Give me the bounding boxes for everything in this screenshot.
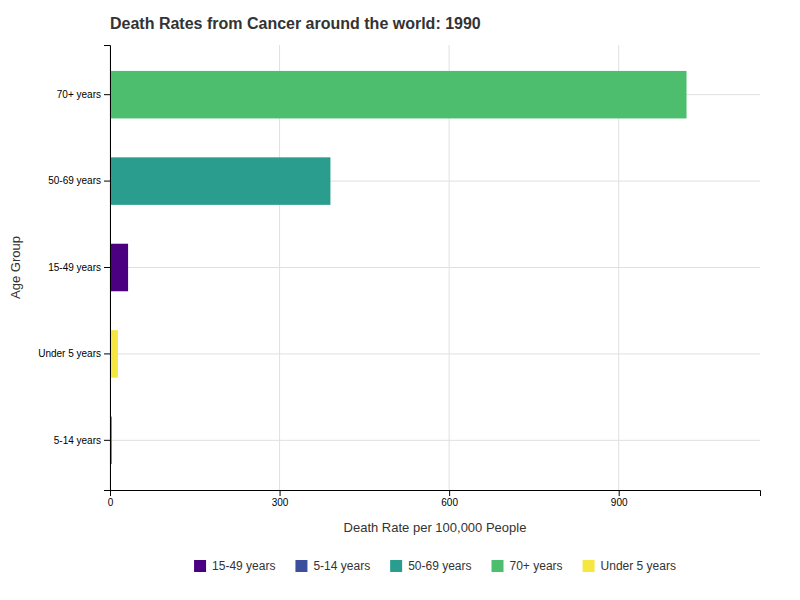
y-tick: 15-49 years — [48, 262, 110, 273]
y-axis-title: Age Group — [8, 236, 23, 299]
x-tick-mark — [449, 490, 450, 496]
y-tick-mark — [104, 181, 110, 182]
chart-container: 03006009005-14 yearsUnder 5 years15-49 y… — [0, 0, 800, 600]
x-tick: 0 — [108, 490, 114, 508]
grid-line-y — [110, 353, 760, 354]
y-tick-label: 5-14 years — [54, 435, 101, 446]
plot-area: 0 300 600 900 5-14 years Under 5 years 15-49 y… — [38, 45, 760, 508]
x-tick-label: 0 — [108, 497, 114, 508]
y-tick-label: 15-49 years — [48, 262, 101, 273]
legend-label: 5-14 years — [313, 559, 370, 573]
y-tick: Under 5 years — [38, 348, 110, 359]
grid-line-y — [110, 267, 760, 268]
legend-swatch — [492, 560, 504, 572]
grid — [110, 45, 760, 490]
x-tick: 300 — [272, 490, 289, 508]
y-axis-line — [104, 46, 111, 491]
bars — [110, 71, 687, 464]
x-axis: 0 300 600 900 — [108, 490, 761, 508]
y-tick-label: 50-69 years — [48, 175, 101, 186]
legend-label: 50-69 years — [408, 559, 471, 573]
x-tick-label: 600 — [441, 497, 458, 508]
legend-swatch — [583, 560, 595, 572]
legend-label: Under 5 years — [601, 559, 676, 573]
legend: 15-49 years 5-14 years 50-69 years 70+ year… — [194, 559, 676, 573]
x-tick: 900 — [611, 490, 628, 508]
bar — [110, 71, 687, 119]
legend-label: 15-49 years — [212, 559, 275, 573]
legend-item: 5-14 years — [295, 559, 370, 573]
y-tick-label: 70+ years — [57, 89, 101, 100]
chart-svg: 03006009005-14 yearsUnder 5 years15-49 y… — [0, 0, 800, 600]
y-tick: 5-14 years — [54, 435, 110, 446]
x-axis-line — [111, 491, 761, 497]
bar — [110, 244, 128, 292]
y-tick-mark — [104, 440, 110, 441]
legend-item: 70+ years — [492, 559, 563, 573]
legend-swatch — [194, 560, 206, 572]
bar — [110, 330, 118, 378]
x-tick-label: 900 — [611, 497, 628, 508]
legend-item: Under 5 years — [583, 559, 676, 573]
y-tick: 50-69 years — [48, 175, 110, 186]
legend-item: 15-49 years — [194, 559, 275, 573]
legend-label: 70+ years — [510, 559, 563, 573]
legend-item: 50-69 years — [390, 559, 471, 573]
x-tick-mark — [619, 490, 620, 496]
x-tick-mark — [280, 490, 281, 496]
bar — [110, 157, 330, 205]
y-tick-mark — [104, 94, 110, 95]
legend-swatch — [390, 560, 402, 572]
legend-swatch — [295, 560, 307, 572]
grid-line-y — [110, 440, 760, 441]
y-tick-label: Under 5 years — [38, 348, 101, 359]
x-axis-title: Death Rate per 100,000 People — [344, 520, 527, 535]
y-tick: 70+ years — [57, 89, 110, 100]
x-tick: 600 — [441, 490, 458, 508]
chart-title: Death Rates from Cancer around the world… — [110, 15, 481, 32]
x-tick-label: 300 — [272, 497, 289, 508]
y-axis: 5-14 years Under 5 years 15-49 years 50-69 … — [38, 46, 110, 491]
y-tick-mark — [104, 267, 110, 268]
y-tick-mark — [104, 353, 110, 354]
